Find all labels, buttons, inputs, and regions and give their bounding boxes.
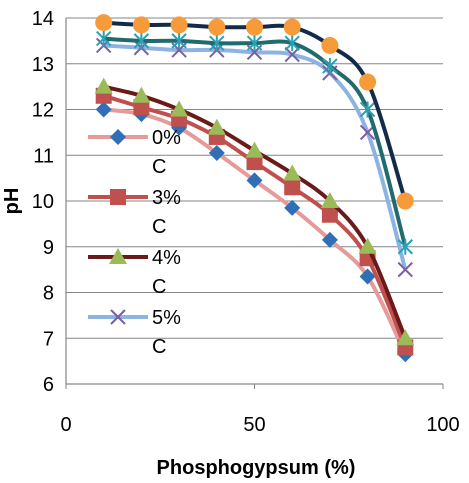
legend-label-line2: C — [152, 156, 166, 178]
y-tick-label: 14 — [32, 8, 54, 30]
data-point — [284, 35, 300, 52]
series-line — [103, 84, 408, 340]
data-point — [209, 35, 225, 52]
x-tick-label: 0 — [60, 414, 71, 436]
data-point — [396, 192, 414, 210]
legend-item: 5% C — [88, 307, 181, 358]
data-point — [133, 32, 150, 49]
data-point — [246, 154, 263, 171]
legend-item: 0% C — [88, 127, 181, 178]
marker-stroke — [397, 261, 414, 278]
series-4 — [95, 30, 414, 255]
legend-label: 3% — [152, 187, 181, 209]
marker-stroke — [284, 46, 300, 63]
y-tick-label: 12 — [32, 100, 54, 122]
data-point — [170, 100, 189, 117]
y-tick-label: 8 — [43, 283, 54, 305]
data-point — [321, 231, 338, 248]
data-point — [132, 16, 150, 34]
series-5 — [95, 14, 414, 210]
data-point — [397, 261, 414, 278]
data-point — [95, 14, 113, 32]
data-point — [359, 268, 376, 285]
y-tick-label: 10 — [32, 191, 54, 213]
y-tick-labels: 6 7 8 9 10 11 12 13 14 — [32, 8, 54, 396]
legend-label: 5% — [152, 307, 181, 329]
data-point — [171, 32, 187, 49]
data-point — [245, 141, 264, 158]
y-tick-label: 11 — [33, 145, 54, 167]
x-axis-title: Phosphogypsum (%) — [157, 457, 356, 479]
data-point — [283, 164, 302, 181]
legend-item: 4% C — [88, 247, 181, 298]
y-tick-label: 7 — [43, 328, 54, 350]
legend-label: 4% — [152, 247, 181, 269]
series-group — [94, 14, 415, 363]
legend-swatch-marker — [109, 248, 127, 264]
legend-label-line2: C — [152, 336, 166, 358]
y-tick-label: 6 — [43, 374, 54, 396]
data-point — [207, 118, 226, 135]
y-tick-label: 9 — [43, 237, 54, 259]
data-point — [321, 206, 338, 223]
data-point — [284, 199, 301, 216]
data-point — [94, 77, 113, 94]
legend-label: 0% — [152, 127, 181, 149]
x-tick-labels: 0 50 100 — [60, 414, 459, 436]
data-point — [358, 237, 377, 254]
legend-label-line2: C — [152, 216, 166, 238]
data-point — [396, 329, 415, 346]
x-tick-label: 100 — [426, 414, 459, 436]
axes — [65, 18, 444, 389]
series-0 — [95, 101, 414, 363]
data-point — [246, 18, 263, 36]
data-point — [132, 86, 151, 103]
data-point — [283, 18, 301, 36]
legend-swatch-marker — [110, 189, 126, 205]
data-point — [359, 73, 377, 91]
legend-item: 3% C — [88, 187, 181, 238]
data-point — [284, 179, 301, 196]
marker-stroke — [110, 309, 126, 325]
series-2 — [94, 77, 415, 346]
y-axis-title: pH — [1, 188, 23, 215]
legend-swatch-marker — [110, 309, 126, 325]
data-point — [208, 144, 225, 161]
y-tick-label: 13 — [32, 54, 54, 76]
data-point — [284, 46, 300, 63]
data-point — [322, 58, 338, 75]
data-point — [170, 16, 188, 34]
data-point — [95, 101, 112, 118]
legend-swatch-marker — [110, 129, 126, 145]
legend: 0% C 3% C 4% C 5% C — [88, 127, 181, 358]
legend-label-line2: C — [152, 276, 166, 298]
data-point — [320, 192, 339, 208]
data-point — [133, 99, 150, 116]
data-point — [397, 238, 414, 255]
series-line — [103, 93, 408, 349]
data-point — [359, 101, 376, 118]
data-point — [246, 35, 263, 52]
data-point — [208, 18, 226, 36]
x-tick-label: 50 — [243, 414, 265, 436]
data-point — [95, 30, 112, 47]
data-point — [321, 36, 339, 54]
data-point — [246, 172, 263, 189]
